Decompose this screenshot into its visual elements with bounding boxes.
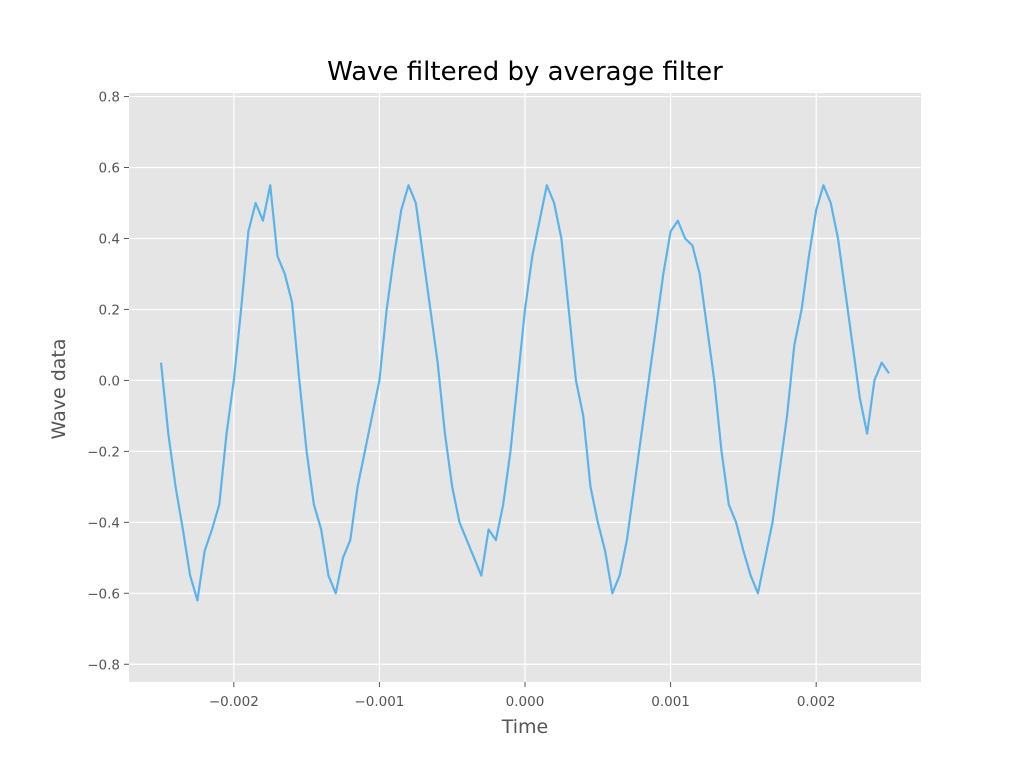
x-axis-label: Time <box>501 716 549 738</box>
y-tick-label: −0.2 <box>87 444 120 460</box>
x-tick-label: 0.001 <box>651 694 690 710</box>
y-tick-label: −0.6 <box>87 586 120 602</box>
y-axis-ticks: −0.8 −0.6 −0.4 −0.2 0.0 0.2 0.4 0.6 0.8 <box>87 90 129 673</box>
y-tick-label: 0.8 <box>99 90 120 106</box>
y-tick-label: 0.0 <box>99 373 120 389</box>
y-tick-label: −0.4 <box>87 515 120 531</box>
y-tick-label: 0.2 <box>99 302 120 318</box>
y-axis-label: Wave data <box>48 339 70 440</box>
x-tick-label: 0.002 <box>797 694 836 710</box>
y-tick-label: 0.6 <box>99 161 120 177</box>
chart-title: Wave filtered by average filter <box>327 57 723 87</box>
x-axis-ticks: −0.002 −0.001 0.000 0.001 0.002 <box>209 682 836 710</box>
y-tick-label: −0.8 <box>87 657 120 673</box>
x-tick-label: −0.002 <box>209 694 259 710</box>
x-tick-label: 0.000 <box>506 694 545 710</box>
y-tick-label: 0.4 <box>99 231 120 247</box>
series-line <box>159 184 890 602</box>
x-tick-label: −0.001 <box>354 694 404 710</box>
